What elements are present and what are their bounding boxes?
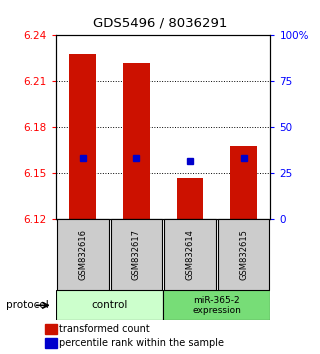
- FancyBboxPatch shape: [57, 219, 108, 290]
- Text: GSM832614: GSM832614: [186, 229, 195, 280]
- FancyBboxPatch shape: [218, 219, 269, 290]
- Text: transformed count: transformed count: [59, 324, 149, 334]
- FancyBboxPatch shape: [163, 290, 270, 320]
- Text: GSM832617: GSM832617: [132, 229, 141, 280]
- Text: GDS5496 / 8036291: GDS5496 / 8036291: [93, 17, 227, 29]
- FancyBboxPatch shape: [111, 219, 162, 290]
- Bar: [230, 146, 257, 219]
- Bar: [177, 178, 204, 219]
- Bar: [123, 63, 150, 219]
- Text: control: control: [92, 300, 128, 310]
- Bar: [69, 54, 96, 219]
- FancyBboxPatch shape: [164, 219, 216, 290]
- Text: miR-365-2
expression: miR-365-2 expression: [192, 296, 241, 315]
- Text: protocol: protocol: [6, 300, 49, 310]
- FancyBboxPatch shape: [56, 290, 163, 320]
- Text: GSM832616: GSM832616: [78, 229, 87, 280]
- Text: percentile rank within the sample: percentile rank within the sample: [59, 338, 224, 348]
- Bar: [45, 324, 57, 334]
- Text: GSM832615: GSM832615: [239, 229, 248, 280]
- Bar: [45, 338, 57, 348]
